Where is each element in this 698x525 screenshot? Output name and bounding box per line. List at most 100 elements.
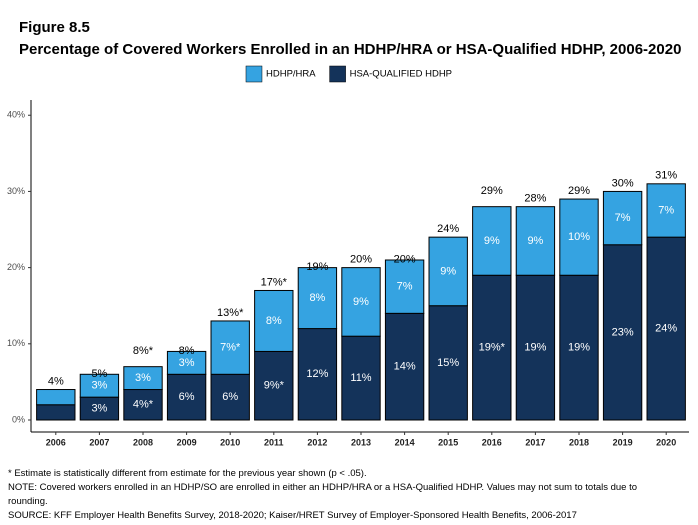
bar-segment [646, 183, 686, 238]
x-tick-label: 2020 [656, 437, 676, 447]
y-tick-label: 40% [7, 110, 25, 120]
x-tick-label: 2013 [351, 437, 371, 447]
total-label: 20% [394, 254, 416, 266]
value-label: 8% [266, 315, 282, 327]
x-tick-label: 2019 [613, 437, 633, 447]
legend-label: HSA-QUALIFIED HDHP [350, 69, 452, 80]
x-tick-label: 2018 [569, 437, 589, 447]
note: * Estimate is statistically different fr… [8, 468, 367, 479]
x-tick-label: 2012 [307, 437, 327, 447]
value-label: 24% [655, 322, 677, 334]
bar-segment [515, 206, 556, 276]
total-label: 8% [179, 345, 195, 357]
total-label: 4% [48, 375, 64, 387]
total-label: 28% [524, 193, 546, 205]
total-label: 31% [655, 170, 677, 182]
x-tick-label: 2010 [220, 437, 240, 447]
bar-segment [341, 335, 381, 421]
chart-subtitle: Percentage of Covered Workers Enrolled i… [19, 41, 681, 58]
bar-segment [297, 267, 338, 330]
x-tick-label: 2007 [89, 437, 109, 447]
x-tick-label: 2015 [438, 437, 458, 447]
bar-segment [210, 320, 250, 375]
x-tick-label: 2016 [482, 437, 502, 447]
value-label: 9% [440, 265, 456, 277]
value-label: 9% [527, 235, 543, 247]
bar-segment [646, 236, 686, 421]
value-label: 3% [135, 372, 151, 384]
bar-segment [602, 190, 643, 246]
value-label: 15% [437, 357, 459, 369]
x-tick-label: 2011 [264, 437, 284, 447]
note: NOTE: Covered workers enrolled in an HDH… [8, 482, 638, 507]
total-label: 19% [306, 261, 328, 273]
legend-label: HDHP/HRA [266, 69, 316, 80]
y-tick-label: 20% [7, 262, 25, 272]
value-label: 3% [91, 380, 107, 392]
value-label: 12% [306, 368, 328, 380]
value-label: 9% [484, 235, 500, 247]
bar-segment [428, 236, 468, 307]
total-label: 29% [481, 185, 503, 197]
x-tick-label: 2009 [177, 437, 197, 447]
y-tick-label: 0% [12, 414, 25, 424]
value-label: 19%* [479, 342, 506, 354]
chart-title: Figure 8.5 [19, 19, 90, 36]
y-tick-label: 30% [7, 186, 25, 196]
value-label: 6% [179, 391, 195, 403]
x-tick-label: 2006 [46, 437, 66, 447]
bar-segment [559, 198, 599, 276]
total-label: 20% [350, 254, 372, 266]
total-label: 29% [568, 185, 590, 197]
total-label: 13%* [217, 307, 244, 319]
value-label: 7%* [220, 342, 241, 354]
value-label: 8% [309, 292, 325, 304]
value-label: 19% [568, 342, 590, 354]
value-label: 4%* [133, 399, 154, 411]
value-label: 14% [394, 361, 416, 373]
total-label: 24% [437, 223, 459, 235]
bar-segment [515, 274, 556, 421]
value-label: 19% [524, 342, 546, 354]
bar-segment [36, 404, 76, 421]
bar-segment [559, 274, 599, 421]
bar-segment [123, 366, 163, 391]
bar-segment [384, 312, 425, 421]
x-tick-label: 2014 [395, 437, 415, 447]
value-label: 3% [179, 357, 195, 369]
bar-segment [254, 289, 294, 352]
total-label: 8%* [133, 345, 154, 357]
bar-segment [36, 389, 76, 406]
value-label: 6% [222, 391, 238, 403]
bar-segment [341, 267, 381, 337]
bar-segment [166, 350, 207, 375]
value-label: 9%* [264, 380, 285, 392]
total-label: 17%* [261, 276, 288, 288]
bar-segment [166, 373, 207, 421]
value-label: 9% [353, 296, 369, 308]
legend-swatch [329, 65, 346, 83]
x-tick-label: 2008 [133, 437, 153, 447]
value-label: 7% [658, 204, 674, 216]
legend-swatch [245, 65, 263, 83]
bar-segment [428, 305, 468, 421]
bar-segment [123, 389, 163, 421]
bar-segment [384, 259, 425, 314]
note: SOURCE: KFF Employer Health Benefits Sur… [8, 510, 577, 521]
value-label: 11% [350, 372, 371, 384]
bar-segment [472, 274, 512, 421]
bar-segment [79, 373, 120, 398]
bar-segment [254, 350, 294, 421]
chart: Figure 8.5 Percentage of Covered Workers… [7, 19, 689, 447]
y-tick-label: 10% [7, 338, 25, 348]
value-label: 10% [568, 231, 590, 243]
value-label: 3% [91, 402, 107, 414]
bar-segment [472, 206, 512, 276]
total-label: 30% [612, 177, 634, 189]
x-tick-label: 2017 [525, 437, 545, 447]
total-label: 5% [91, 368, 107, 380]
value-label: 7% [397, 281, 413, 293]
value-label: 23% [612, 326, 634, 338]
notes: * Estimate is statistically different fr… [8, 467, 648, 523]
